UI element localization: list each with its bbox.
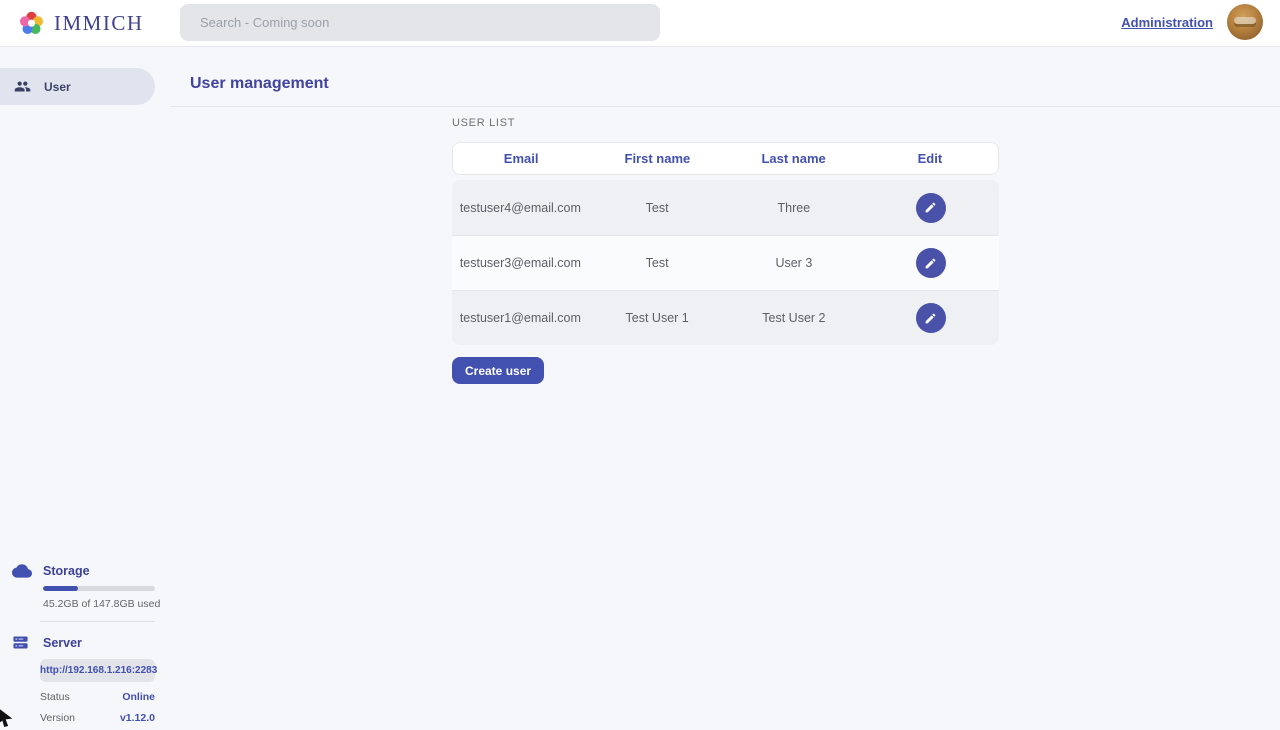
server-version-row: Version v1.12.0 <box>40 712 155 724</box>
cell-first-name: Test User 1 <box>625 311 689 325</box>
edit-user-button[interactable] <box>915 248 946 278</box>
server-block: Server http://192.168.1.216:2283 Status … <box>0 632 171 724</box>
column-header-email: Email <box>503 151 539 166</box>
sidebar-footer: Storage 45.2GB of 147.8GB used <box>0 561 171 724</box>
user-list-label: USER LIST <box>452 117 516 129</box>
column-header-first-name: First name <box>624 151 691 166</box>
edit-user-button[interactable] <box>915 192 946 223</box>
immich-logo: IMMICH <box>0 10 144 37</box>
storage-progress-fill <box>43 586 78 591</box>
cell-first-name: Test <box>645 256 669 270</box>
cell-email: testuser1@email.com <box>459 311 581 325</box>
title-divider <box>171 106 1280 107</box>
cell-email: testuser3@email.com <box>459 256 581 270</box>
sidebar-item-label: User <box>44 79 71 94</box>
user-table-header: Email First name Last name Edit <box>452 142 999 175</box>
cell-email: testuser4@email.com <box>459 200 581 215</box>
storage-block: Storage 45.2GB of 147.8GB used <box>0 561 171 610</box>
table-row: testuser1@email.com Test User 1 Test Use… <box>452 290 999 345</box>
storage-title: Storage <box>43 563 90 578</box>
user-table-body: testuser4@email.com Test Three testuser3… <box>452 180 999 345</box>
pencil-icon <box>924 257 937 270</box>
table-row: testuser3@email.com Test User 3 <box>452 235 999 290</box>
immich-flower-icon <box>18 10 45 37</box>
page-title: User management <box>190 75 329 92</box>
administration-link[interactable]: Administration <box>1121 15 1213 30</box>
main-content: User management USER LIST Email First na… <box>171 47 1280 730</box>
edit-user-button[interactable] <box>915 303 946 333</box>
server-url-badge: http://192.168.1.216:2283 <box>40 659 157 682</box>
server-icon <box>12 634 32 651</box>
search-input[interactable] <box>180 4 660 41</box>
version-label: Version <box>40 712 76 724</box>
status-label: Status <box>40 691 70 703</box>
storage-usage-text: 45.2GB of 147.8GB used <box>43 598 161 610</box>
storage-progress-bar <box>43 586 155 591</box>
server-title: Server <box>43 635 82 650</box>
pencil-icon <box>924 312 937 325</box>
cell-first-name: Test <box>645 200 669 215</box>
column-header-edit: Edit <box>917 151 943 166</box>
server-status-row: Status Online <box>40 691 155 703</box>
table-row: testuser4@email.com Test Three <box>452 180 999 235</box>
cell-last-name: Three <box>777 200 811 215</box>
top-nav: IMMICH Administration <box>0 0 1280 47</box>
cell-last-name: User 3 <box>775 256 813 270</box>
sidebar-item-user[interactable]: User <box>0 68 155 105</box>
column-header-last-name: Last name <box>761 151 826 166</box>
user-avatar[interactable] <box>1227 4 1263 40</box>
sidebar-divider <box>40 621 155 622</box>
create-user-button[interactable]: Create user <box>452 357 545 384</box>
users-icon <box>14 78 31 95</box>
cloud-icon <box>12 563 32 578</box>
cell-last-name: Test User 2 <box>762 311 826 325</box>
app-title: IMMICH <box>54 10 144 35</box>
sidebar: User Storage 45.2GB of 147.8GB used <box>0 47 171 730</box>
status-value: Online <box>122 691 155 703</box>
version-value: v1.12.0 <box>119 712 155 724</box>
pencil-icon <box>924 201 937 214</box>
